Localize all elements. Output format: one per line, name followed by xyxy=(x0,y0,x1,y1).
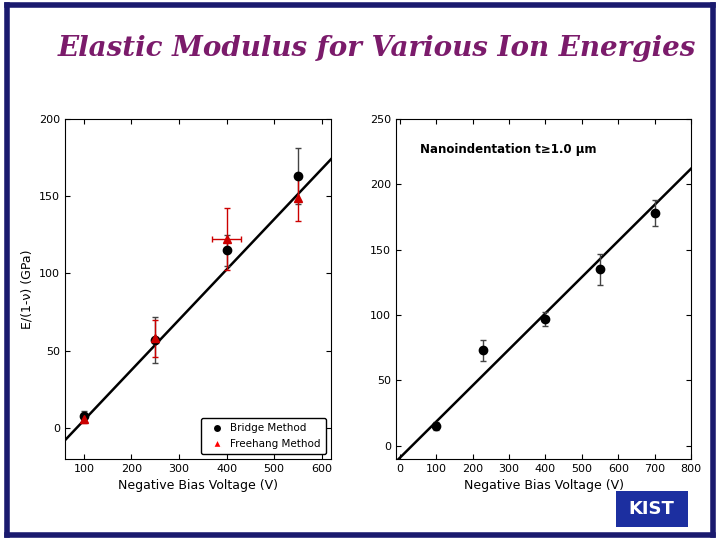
Text: Nanoindentation t≥1.0 μm: Nanoindentation t≥1.0 μm xyxy=(420,143,596,156)
Text: Elastic Modulus for Various Ion Energies: Elastic Modulus for Various Ion Energies xyxy=(58,35,696,62)
Y-axis label: E/(1-ν) (GPa): E/(1-ν) (GPa) xyxy=(20,249,33,329)
X-axis label: Negative Bias Voltage (V): Negative Bias Voltage (V) xyxy=(118,480,278,492)
Text: KIST: KIST xyxy=(629,500,675,518)
X-axis label: Negative Bias Voltage (V): Negative Bias Voltage (V) xyxy=(464,480,624,492)
Legend: Bridge Method, Freehang Method: Bridge Method, Freehang Method xyxy=(201,418,326,454)
